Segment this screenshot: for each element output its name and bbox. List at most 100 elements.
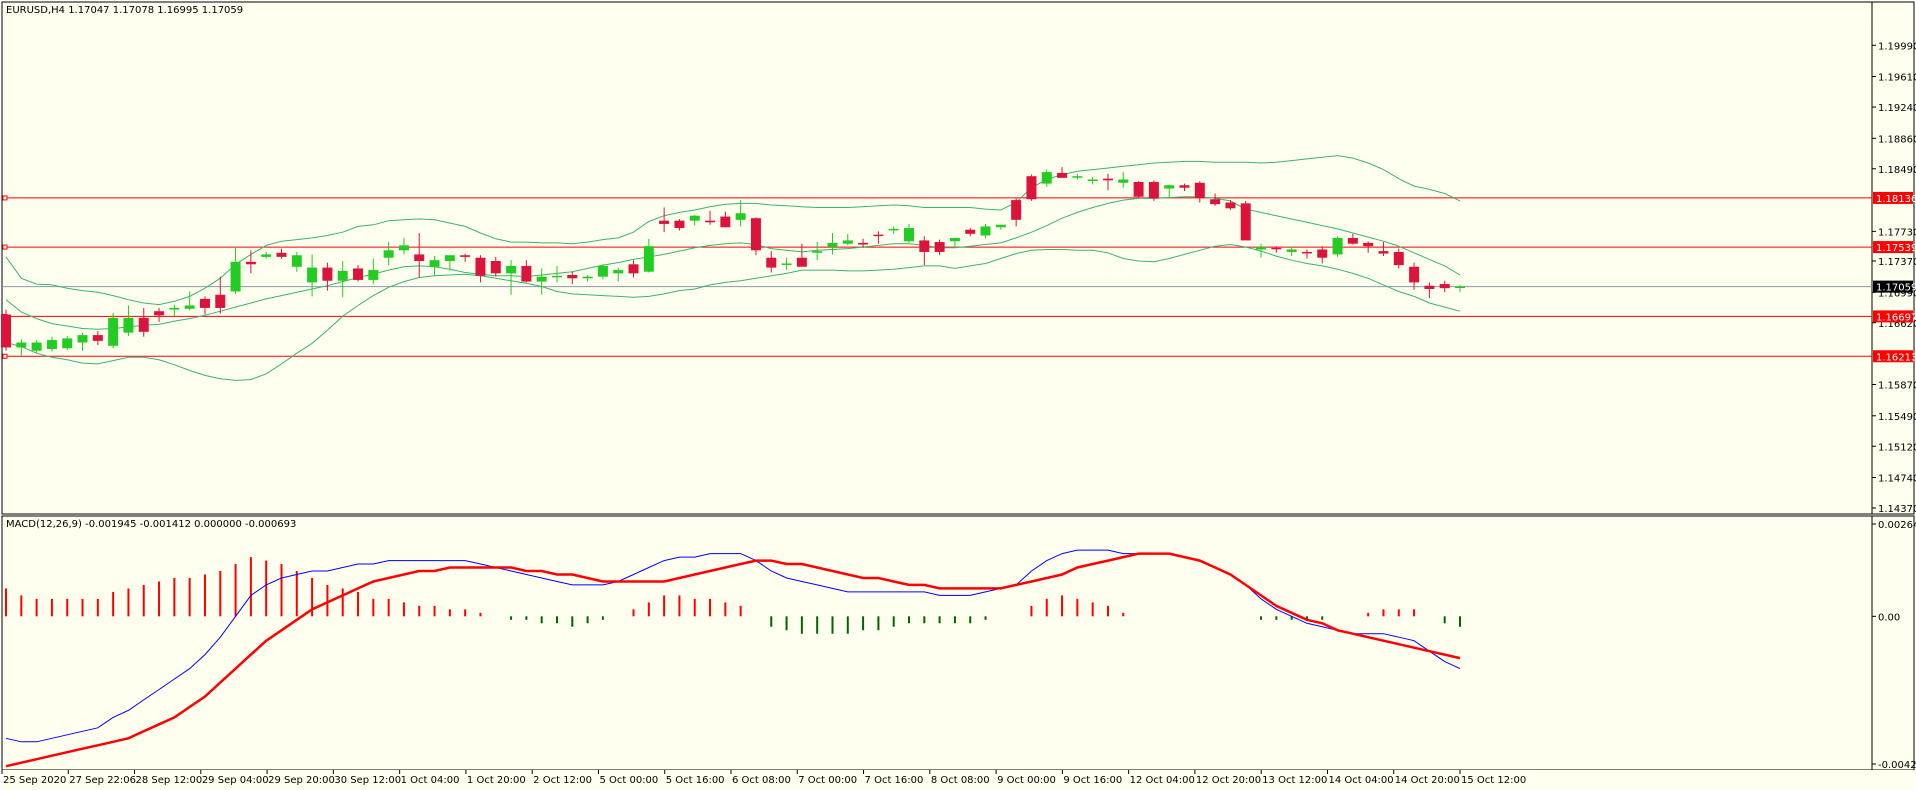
price-axis-background xyxy=(1871,1,1915,515)
time-axis-label: 28 Sep 12:00 xyxy=(136,775,203,786)
candle-body xyxy=(659,220,670,224)
price-line-tag xyxy=(1873,310,1913,323)
candle-body xyxy=(567,274,578,279)
candle-body xyxy=(77,335,88,343)
candle-body xyxy=(643,246,654,272)
price-axis-label: 1.17370 xyxy=(1878,257,1916,268)
candle-body xyxy=(1118,179,1129,183)
candle-body xyxy=(1286,249,1297,252)
candle-body xyxy=(919,240,930,252)
candle-body xyxy=(613,270,624,274)
candle-body xyxy=(873,234,884,237)
price-line-tag xyxy=(1873,241,1913,254)
price-pane-background xyxy=(1,1,1873,515)
candle-body xyxy=(245,261,256,265)
horizontal-line-handle-0[interactable] xyxy=(2,195,8,201)
time-axis-labels: 25 Sep 2020 27 Sep 22:06 28 Sep 12:00 29 Se… xyxy=(1,770,1526,786)
time-axis-label: 13 Oct 12:00 xyxy=(1262,775,1327,786)
time-axis-label: 14 Oct 04:00 xyxy=(1328,775,1393,786)
price-axis-label: 1.19240 xyxy=(1878,103,1916,114)
candle-body xyxy=(353,268,364,280)
horizontal-line-handle-1[interactable] xyxy=(2,244,8,250)
candle-body xyxy=(322,267,333,281)
candle-body xyxy=(965,229,976,234)
price-line-label: 1.18136 xyxy=(1876,194,1916,205)
time-axis-label: 2 Oct 12:00 xyxy=(533,775,592,786)
time-axis-label: 7 Oct 00:00 xyxy=(798,775,857,786)
candle-body xyxy=(827,242,838,248)
candle-body xyxy=(1393,251,1404,266)
candle-body xyxy=(904,228,915,242)
candle-body xyxy=(1164,185,1175,189)
candle-body xyxy=(551,275,562,278)
candle-body xyxy=(1225,202,1236,209)
price-axis-label: 1.16990 xyxy=(1878,288,1916,299)
time-axis-label: 12 Oct 20:00 xyxy=(1196,775,1261,786)
time-axis-label: 6 Oct 08:00 xyxy=(732,775,791,786)
candle-body xyxy=(62,338,73,349)
candle-body xyxy=(1409,266,1420,283)
candle-body xyxy=(1102,178,1113,181)
candle-body xyxy=(1179,185,1190,188)
candle-body xyxy=(582,276,593,279)
time-axis-label: 9 Oct 16:00 xyxy=(1063,775,1122,786)
price-axis-label: 1.14370 xyxy=(1878,504,1916,515)
price-line-label: 1.16213 xyxy=(1876,352,1916,363)
candle-body xyxy=(276,252,287,257)
candle-body xyxy=(169,307,180,310)
candle-body xyxy=(490,261,501,274)
price-axis-label: 1.19610 xyxy=(1878,73,1916,84)
horizontal-line-handle-3[interactable] xyxy=(2,353,8,359)
candle-body xyxy=(1011,200,1022,220)
time-axis-label: 8 Oct 08:00 xyxy=(931,775,990,786)
candle-body xyxy=(1317,249,1328,258)
candle-body xyxy=(1041,172,1052,184)
price-line-tag xyxy=(1873,350,1913,363)
candle-body xyxy=(858,242,869,245)
price-line-label: 1.16697 xyxy=(1876,312,1916,323)
candle-body xyxy=(949,237,960,242)
candle-body xyxy=(980,226,991,236)
time-axis-label: 5 Oct 00:00 xyxy=(599,775,658,786)
price-axis-label: 1.17730 xyxy=(1878,227,1916,238)
time-axis-label: 1 Oct 04:00 xyxy=(401,775,460,786)
price-axis-label: 1.15490 xyxy=(1878,412,1916,423)
candle-body xyxy=(842,240,853,244)
macd-layer: 0.002649 0.00 -0.004238 xyxy=(5,520,1916,771)
time-axis-label: 1 Oct 20:00 xyxy=(467,775,526,786)
candle-body xyxy=(368,270,379,280)
bollinger-upper-band xyxy=(5,155,1461,306)
candle-body xyxy=(460,255,471,257)
candle-body xyxy=(199,298,210,308)
candle-body xyxy=(1026,176,1037,200)
candle-body xyxy=(796,257,807,267)
candle-body xyxy=(1347,237,1358,244)
price-axis-labels: 1.19990 1.19610 1.19240 1.18860 1.18490 1.177… xyxy=(1872,41,1916,515)
signal-line xyxy=(5,552,1461,768)
candle-body xyxy=(475,257,486,276)
candle-body xyxy=(521,265,532,282)
macd-title: MACD(12,26,9) -0.001945 -0.001412 0.0000… xyxy=(6,519,296,530)
candle-body xyxy=(781,263,792,265)
candle-body xyxy=(337,270,348,281)
macd-pane-background xyxy=(1,515,1873,771)
candle-body xyxy=(720,216,731,228)
macd-axis-label: -0.004238 xyxy=(1878,760,1916,771)
macd-axis-background xyxy=(1871,515,1915,771)
candle-body xyxy=(414,254,425,261)
candle-body xyxy=(92,335,103,341)
candle-body xyxy=(291,255,302,267)
time-axis-label: 9 Oct 00:00 xyxy=(997,775,1056,786)
candle-body xyxy=(1455,286,1465,289)
candle-body xyxy=(1256,247,1267,250)
time-axis-label: 25 Sep 2020 xyxy=(3,775,66,786)
bollinger-lower-band xyxy=(5,243,1461,381)
price-axis-label: 1.14740 xyxy=(1878,474,1916,485)
candle-body xyxy=(735,213,746,220)
candle-body xyxy=(16,342,27,348)
candle-body xyxy=(307,267,318,283)
candle-body xyxy=(1271,247,1282,250)
price-axis-label: 1.18490 xyxy=(1878,165,1916,176)
candle-body xyxy=(674,220,685,229)
